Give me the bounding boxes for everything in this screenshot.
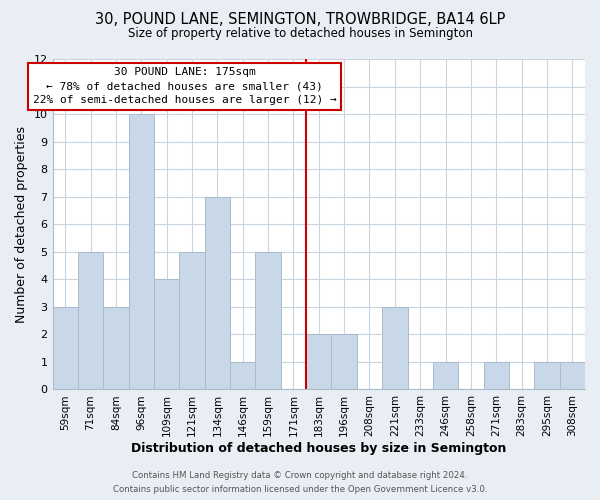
Text: Size of property relative to detached houses in Semington: Size of property relative to detached ho… bbox=[128, 28, 473, 40]
Bar bbox=[484, 362, 509, 390]
Bar bbox=[154, 280, 179, 390]
Bar bbox=[53, 307, 78, 390]
Bar bbox=[128, 114, 154, 390]
Bar bbox=[205, 196, 230, 390]
Text: 30 POUND LANE: 175sqm
← 78% of detached houses are smaller (43)
22% of semi-deta: 30 POUND LANE: 175sqm ← 78% of detached … bbox=[32, 68, 336, 106]
Bar bbox=[179, 252, 205, 390]
Bar bbox=[331, 334, 357, 390]
Text: 30, POUND LANE, SEMINGTON, TROWBRIDGE, BA14 6LP: 30, POUND LANE, SEMINGTON, TROWBRIDGE, B… bbox=[95, 12, 505, 28]
Bar bbox=[103, 307, 128, 390]
Bar bbox=[78, 252, 103, 390]
Bar bbox=[256, 252, 281, 390]
Y-axis label: Number of detached properties: Number of detached properties bbox=[15, 126, 28, 322]
X-axis label: Distribution of detached houses by size in Semington: Distribution of detached houses by size … bbox=[131, 442, 506, 455]
Bar bbox=[433, 362, 458, 390]
Bar bbox=[382, 307, 407, 390]
Bar bbox=[230, 362, 256, 390]
Bar bbox=[534, 362, 560, 390]
Text: Contains HM Land Registry data © Crown copyright and database right 2024.
Contai: Contains HM Land Registry data © Crown c… bbox=[113, 472, 487, 494]
Bar bbox=[306, 334, 331, 390]
Bar bbox=[560, 362, 585, 390]
